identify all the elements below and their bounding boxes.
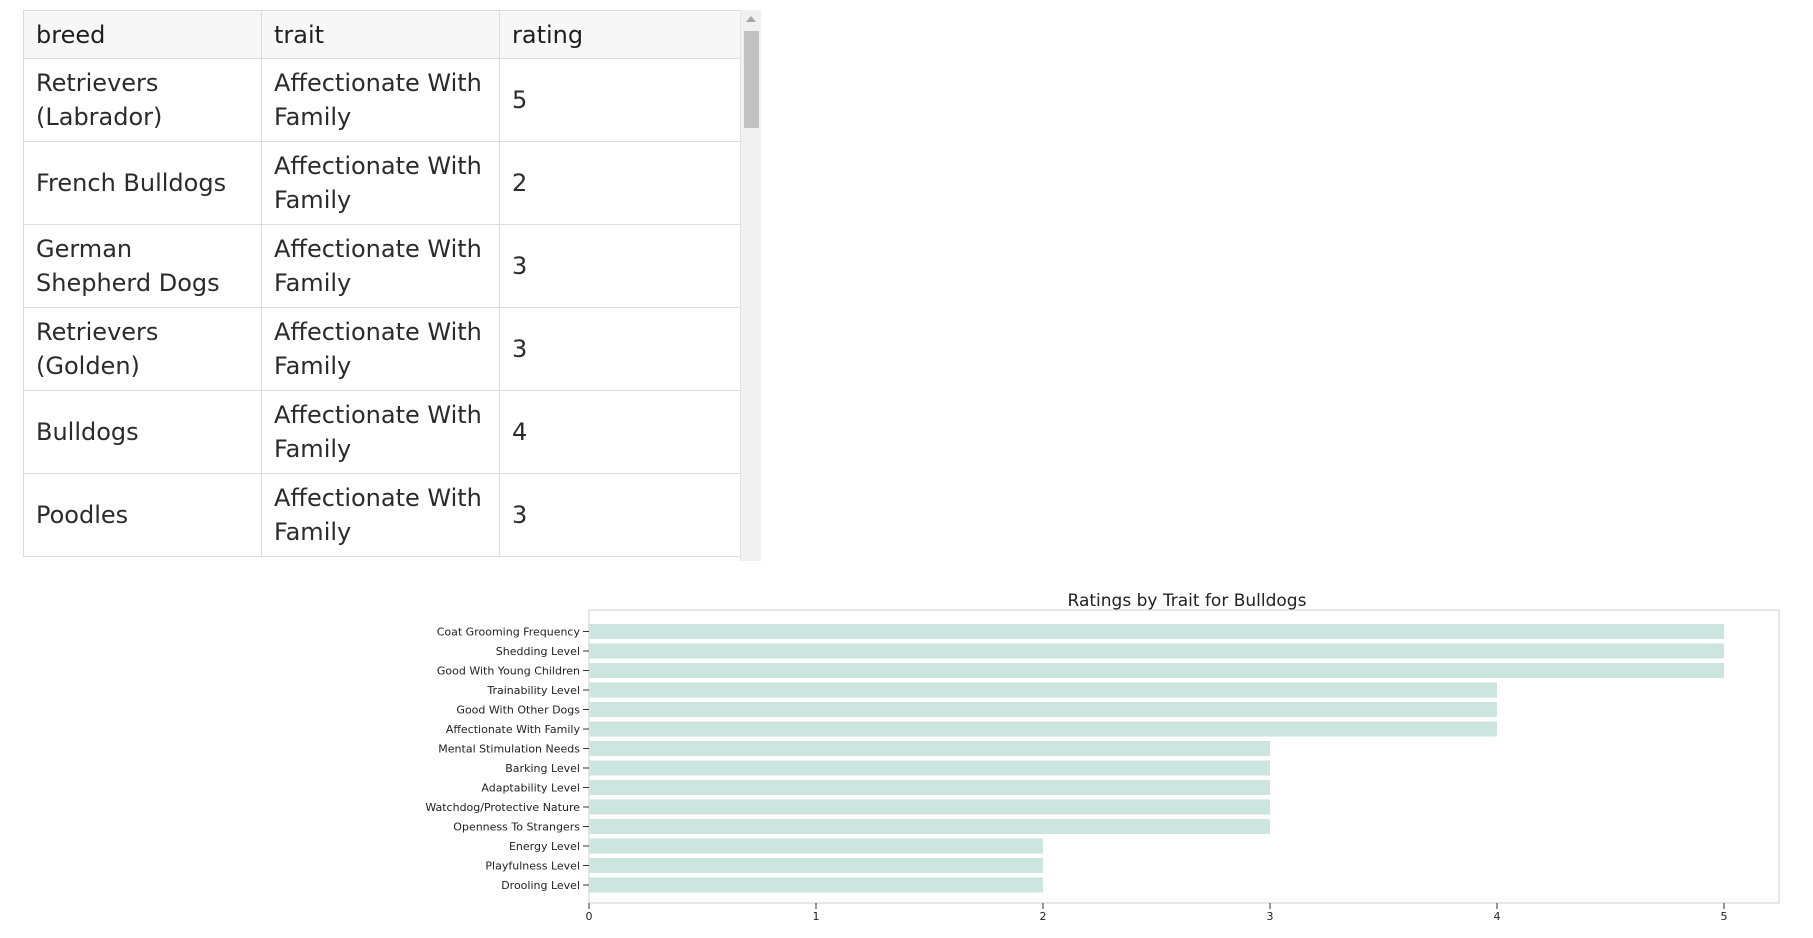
cell-breed: German Shepherd Dogs <box>23 224 262 308</box>
x-tick-label: 1 <box>813 910 820 923</box>
scroll-up-arrow-icon[interactable] <box>746 16 756 22</box>
x-tick-label: 0 <box>586 910 593 923</box>
plot-frame <box>588 609 1780 904</box>
bar <box>589 877 1043 893</box>
table-row: Retrievers (Golden) Affectionate With Fa… <box>23 307 740 391</box>
cell-breed: Retrievers (Golden) <box>23 307 262 391</box>
table-row: German Shepherd Dogs Affectionate With F… <box>23 224 740 308</box>
y-tick-label: Good With Other Dogs <box>456 704 580 717</box>
cell-rating: 2 <box>499 141 740 225</box>
y-tick-label: Playfulness Level <box>485 860 580 873</box>
bar <box>589 663 1724 678</box>
table-scroll-area[interactable]: breed trait rating Retrievers (Labrador)… <box>23 10 740 561</box>
cell-trait: Affectionate With Family <box>261 473 500 557</box>
bar <box>589 858 1043 873</box>
cell-rating: 5 <box>499 58 740 142</box>
x-tick-label: 3 <box>1267 910 1274 923</box>
y-tick-label: Openness To Strangers <box>453 821 580 834</box>
cell-breed: Poodles <box>23 473 262 557</box>
cell-rating: 3 <box>499 224 740 308</box>
cell-rating: 3 <box>499 473 740 557</box>
bar <box>589 643 1724 659</box>
bar <box>589 838 1043 854</box>
chart-canvas: Ratings by Trait for Bulldogs Coat Groom… <box>425 591 1780 923</box>
y-tick-label: Watchdog/Protective Nature <box>425 801 580 814</box>
bar <box>589 760 1270 776</box>
x-tick-label: 2 <box>1040 910 1047 923</box>
cell-breed: French Bulldogs <box>23 141 262 225</box>
cell-breed: Bulldogs <box>23 390 262 474</box>
bar <box>589 780 1270 795</box>
column-header-rating[interactable]: rating <box>499 10 740 59</box>
scrollbar-thumb[interactable] <box>744 31 759 128</box>
y-tick-label: Affectionate With Family <box>446 723 581 736</box>
cell-trait: Affectionate With Family <box>261 224 500 308</box>
x-tick-label: 4 <box>1494 910 1501 923</box>
cell-rating: 4 <box>499 390 740 474</box>
bars-layer <box>589 624 1724 893</box>
y-tick-label: Barking Level <box>505 762 580 775</box>
y-tick-label: Energy Level <box>509 840 580 853</box>
column-header-trait[interactable]: trait <box>261 10 500 59</box>
chart-title: Ratings by Trait for Bulldogs <box>1068 591 1307 611</box>
bar <box>589 682 1497 698</box>
ratings-bar-chart: Ratings by Trait for Bulldogs Coat Groom… <box>0 580 1813 938</box>
y-tick-label: Coat Grooming Frequency <box>437 626 581 639</box>
table-row: Poodles Affectionate With Family 3 <box>23 473 740 557</box>
y-tick-labels: Coat Grooming Frequency Shedding Level Goo… <box>425 626 589 892</box>
table-header-row: breed trait rating <box>23 10 740 59</box>
x-tick-label: 5 <box>1721 910 1728 923</box>
bar <box>589 624 1724 639</box>
cell-trait: Affectionate With Family <box>261 307 500 391</box>
vertical-scrollbar[interactable] <box>740 10 761 561</box>
bar <box>589 819 1270 834</box>
bar <box>589 799 1270 815</box>
table-row: French Bulldogs Affectionate With Family… <box>23 141 740 225</box>
column-header-breed[interactable]: breed <box>23 10 262 59</box>
cell-rating: 3 <box>499 307 740 391</box>
y-tick-label: Adaptability Level <box>481 782 580 795</box>
data-table-widget: breed trait rating Retrievers (Labrador)… <box>23 10 761 561</box>
y-tick-label: Trainability Level <box>486 684 580 697</box>
cell-breed: Retrievers (Labrador) <box>23 58 262 142</box>
y-tick-label: Mental Stimulation Needs <box>438 743 580 756</box>
bar <box>589 741 1270 756</box>
cell-trait: Affectionate With Family <box>261 58 500 142</box>
x-tick-labels: 0 1 2 3 4 5 <box>586 903 1728 923</box>
table-row: Bulldogs Affectionate With Family 4 <box>23 390 740 474</box>
y-tick-label: Drooling Level <box>501 879 580 892</box>
cell-trait: Affectionate With Family <box>261 390 500 474</box>
y-tick-label: Good With Young Children <box>437 665 580 678</box>
breed-trait-table: breed trait rating Retrievers (Labrador)… <box>23 10 740 557</box>
bar <box>589 721 1497 737</box>
bar <box>589 702 1497 717</box>
y-tick-label: Shedding Level <box>496 645 580 658</box>
cell-trait: Affectionate With Family <box>261 141 500 225</box>
table-row: Retrievers (Labrador) Affectionate With … <box>23 58 740 142</box>
